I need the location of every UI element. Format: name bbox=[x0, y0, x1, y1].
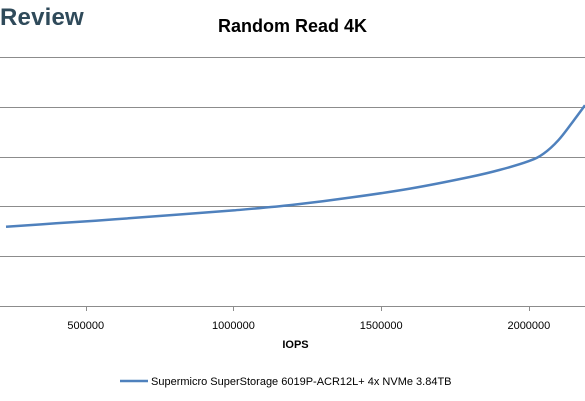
brand-logo: Review bbox=[0, 4, 84, 31]
x-axis-title: IOPS bbox=[282, 339, 308, 351]
series-line-0 bbox=[5, 104, 585, 229]
legend-label: Supermicro SuperStorage 6019P-ACR12L+ 4x… bbox=[151, 376, 452, 388]
grid-lines bbox=[0, 57, 585, 307]
chart-title: Random Read 4K bbox=[217, 16, 368, 36]
x-axis bbox=[86, 306, 530, 311]
series-layer bbox=[5, 104, 585, 229]
legend: Supermicro SuperStorage 6019P-ACR12L+ 4x… bbox=[120, 376, 452, 388]
x-tick-label-0: 500000 bbox=[67, 320, 104, 332]
x-tick-label-1: 1000000 bbox=[212, 320, 255, 332]
x-tick-label-3: 2000000 bbox=[507, 320, 550, 332]
x-tick-label-2: 1500000 bbox=[360, 320, 403, 332]
x-tick-labels: 500000 1000000 1500000 2000000 bbox=[67, 320, 550, 332]
